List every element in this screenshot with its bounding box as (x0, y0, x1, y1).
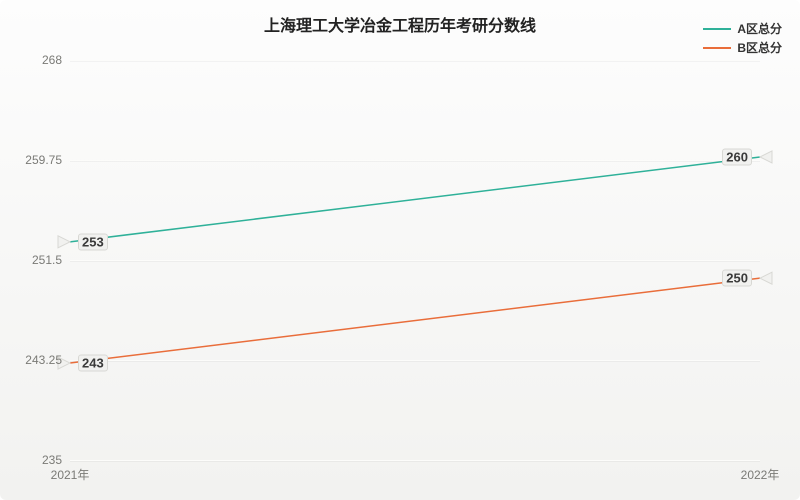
x-tick-label: 2022年 (741, 460, 780, 483)
legend-swatch (703, 28, 731, 30)
legend: A区总分 B区总分 (703, 20, 782, 58)
grid-line (70, 60, 760, 61)
callout-pointer (760, 272, 772, 284)
y-tick-label: 251.5 (32, 253, 70, 267)
series-line (70, 278, 760, 363)
grid-line (70, 460, 760, 461)
legend-swatch (703, 47, 731, 49)
x-tick-label: 2021年 (51, 460, 90, 483)
y-tick-label: 268 (42, 53, 70, 67)
callout-pointer (58, 236, 70, 248)
grid-line (70, 360, 760, 361)
grid-line (70, 160, 760, 161)
plot-area: 235243.25251.5259.752682021年2022年2532602… (70, 60, 760, 460)
y-tick-label: 259.75 (25, 153, 70, 167)
y-tick-label: 243.25 (25, 353, 70, 367)
legend-label: B区总分 (737, 39, 782, 56)
series-line (70, 157, 760, 242)
callout-pointer (760, 151, 772, 163)
legend-label: A区总分 (737, 20, 782, 37)
grid-line (70, 260, 760, 261)
legend-item: A区总分 (703, 20, 782, 37)
legend-item: B区总分 (703, 39, 782, 56)
chart-container: 上海理工大学冶金工程历年考研分数线 A区总分 B区总分 235243.25251.… (0, 0, 800, 500)
chart-title: 上海理工大学冶金工程历年考研分数线 (264, 12, 536, 36)
